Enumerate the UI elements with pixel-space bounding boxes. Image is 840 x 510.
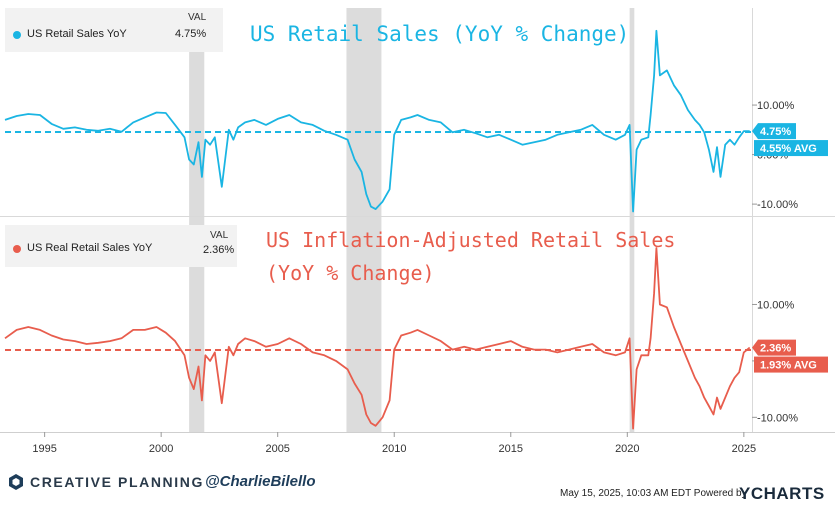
x-tick-label-2010: 2010	[382, 443, 406, 455]
retail-series-line	[4, 29, 750, 213]
x-tick-label-2005: 2005	[265, 443, 289, 455]
real-series-line	[4, 247, 751, 430]
x-tick-label-2025: 2025	[732, 443, 756, 455]
retail-y-tick-label-2: -10.00%	[757, 199, 798, 211]
legend-top-marker	[13, 31, 21, 39]
legend-top-series-name: US Retail Sales YoY	[27, 28, 127, 40]
retail-current-flag	[752, 123, 796, 140]
retail-y-tick-label-0: 10.00%	[757, 100, 795, 112]
legend-top-val-header: VAL	[188, 12, 207, 23]
legend-bottom-value: 2.36%	[203, 244, 235, 256]
real-y-tick-label-0: 10.00%	[757, 299, 795, 311]
creative-planning-logo-icon	[9, 474, 23, 490]
retail-average-flag	[754, 140, 828, 157]
legend-top-value: 4.75%	[175, 28, 207, 40]
footer-brand: CREATIVE PLANNING	[30, 474, 204, 490]
legend-bottom-marker	[13, 245, 21, 253]
legend-top: US Retail Sales YoY VAL 4.75%	[5, 8, 223, 52]
real-average-flag	[754, 356, 828, 373]
recession-band-0	[189, 8, 205, 432]
footer-handle: @CharlieBilello	[205, 473, 316, 490]
x-tick-label-2000: 2000	[149, 443, 173, 455]
legend-bottom-val-header: VAL	[210, 230, 229, 241]
legend-bottom: US Real Retail Sales YoY VAL 2.36%	[5, 225, 237, 267]
real-average-label: 1.93% AVG	[760, 360, 817, 372]
chart-title-top: US Retail Sales (YoY % Change)	[250, 22, 630, 46]
legend-bottom-series-name: US Real Retail Sales YoY	[27, 242, 153, 254]
real-current-label: 2.36%	[760, 343, 791, 355]
real-y-tick-label-2: -10.00%	[757, 412, 798, 424]
recession-band-2	[629, 8, 635, 432]
footer-timestamp: May 15, 2025, 10:03 AM EDT Powered by	[560, 488, 747, 499]
real-current-flag	[752, 339, 796, 356]
recession-band-1	[346, 8, 382, 432]
x-tick-label-2015: 2015	[499, 443, 523, 455]
chart-subtitle-bottom: (YoY % Change)	[266, 261, 435, 285]
ycharts-logo: YCHARTS	[739, 484, 825, 503]
retail-current-label: 4.75%	[760, 126, 791, 138]
retail-average-label: 4.55% AVG	[760, 143, 817, 155]
x-tick-label-2020: 2020	[615, 443, 639, 455]
x-tick-label-1995: 1995	[32, 443, 56, 455]
chart-title-bottom: US Inflation-Adjusted Retail Sales	[266, 228, 676, 252]
